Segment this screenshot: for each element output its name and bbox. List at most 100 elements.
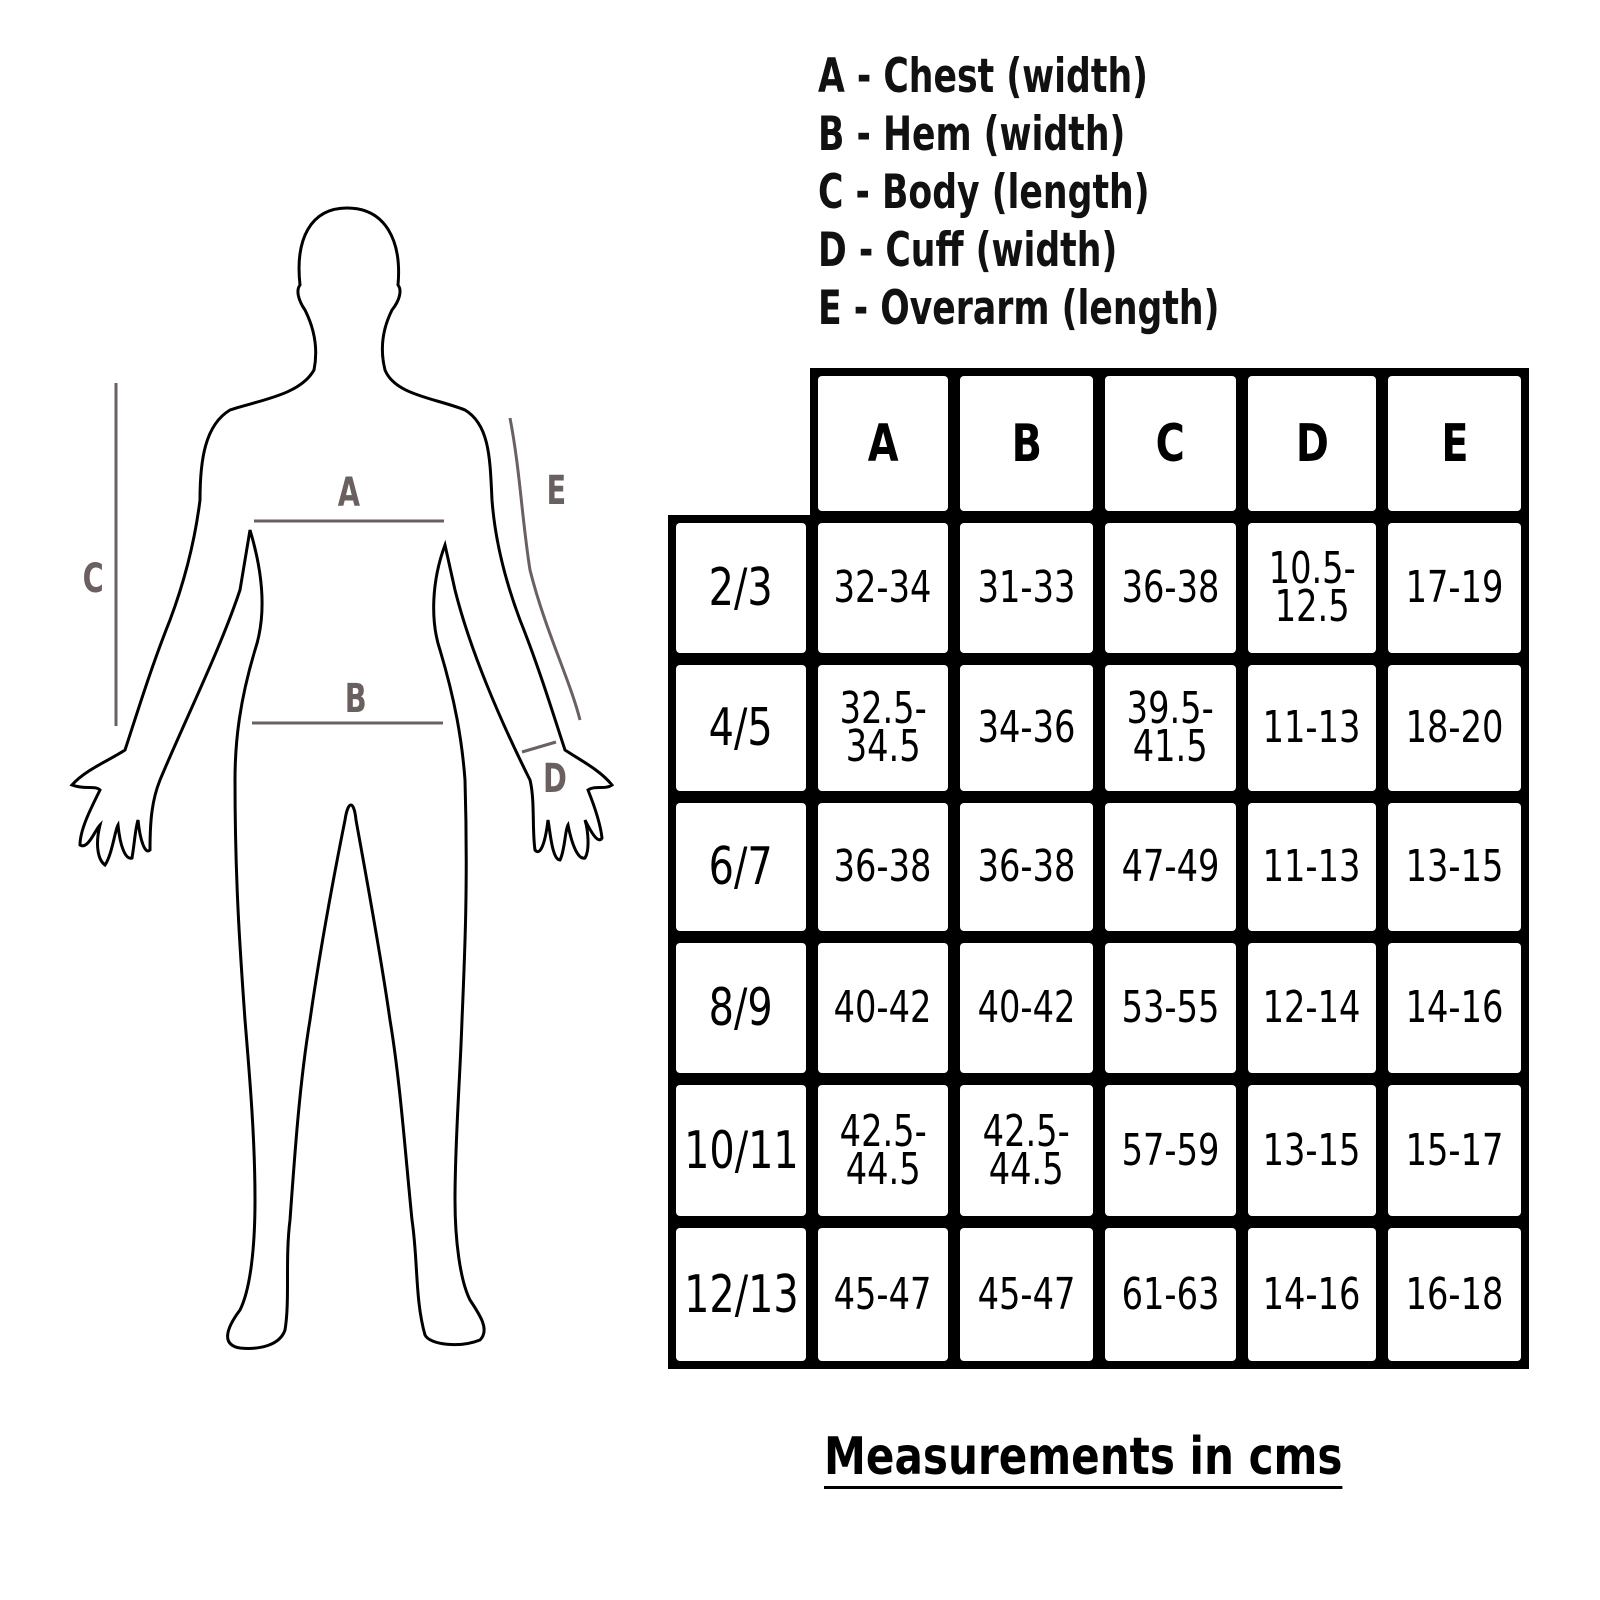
- size-label-text: 12/13: [683, 1264, 799, 1325]
- table-cell: 16-18: [1388, 1228, 1521, 1361]
- label-c: C: [82, 556, 104, 602]
- table-cell: 12-14: [1248, 943, 1376, 1073]
- table-cell: 31-33: [960, 523, 1093, 653]
- cuff-line: [521, 740, 557, 754]
- overarm-line: [508, 417, 582, 721]
- table-cell: 32.5- 34.5: [818, 665, 948, 791]
- table-cell-text: 45-47: [977, 1268, 1076, 1320]
- size-label-text: 8/9: [708, 978, 773, 1038]
- table-cell: 14-16: [1388, 943, 1521, 1073]
- table-cell-text: 13-15: [1263, 1124, 1361, 1176]
- column-header-b-text: B: [1011, 413, 1042, 474]
- table-cell-text: 40-42: [834, 982, 932, 1033]
- table-cell-text: 14-16: [1405, 982, 1504, 1033]
- table-cell: 40-42: [818, 943, 948, 1073]
- table-cell-text: 40-42: [977, 982, 1076, 1033]
- table-cell-text: 17-19: [1405, 562, 1504, 613]
- table-cell-text: 16-18: [1405, 1268, 1504, 1320]
- table-cell: 17-19: [1388, 523, 1521, 653]
- table-cell-text: 36-38: [977, 841, 1076, 892]
- table-cell-text: 61-63: [1121, 1268, 1220, 1320]
- table-cell-text: 13-15: [1405, 841, 1504, 892]
- column-header-a: A: [818, 376, 948, 511]
- size-label: 4/5: [676, 665, 806, 791]
- table-cell: 36-38: [818, 803, 948, 931]
- legend-item-a: A - Chest (width): [818, 49, 1148, 104]
- table-cell-text: 57-59: [1121, 1124, 1220, 1176]
- size-label: 10/11: [676, 1085, 806, 1216]
- label-a: A: [337, 470, 361, 516]
- table-cell: 18-20: [1388, 665, 1521, 791]
- table-cell-text: 12-14: [1263, 982, 1361, 1033]
- table-cell: 57-59: [1105, 1085, 1236, 1216]
- table-cell-text: 15-17: [1405, 1124, 1504, 1176]
- size-label: 2/3: [676, 523, 806, 653]
- body-outline: [69, 206, 615, 1350]
- table-cell-text: 11-13: [1263, 702, 1361, 753]
- table-cell: 10.5- 12.5: [1248, 523, 1376, 653]
- table-cell-text: 53-55: [1121, 982, 1220, 1033]
- table-cell-text: 31-33: [977, 562, 1076, 613]
- table-cell-text: 45-47: [834, 1268, 932, 1320]
- size-label-text: 10/11: [683, 1120, 799, 1181]
- table-cell: 15-17: [1388, 1085, 1521, 1216]
- table-cell-text: 36-38: [834, 841, 932, 892]
- measurement-legend: A - Chest (width) B - Hem (width) C - Bo…: [818, 48, 1308, 338]
- label-b: B: [344, 676, 367, 722]
- column-header-d: D: [1248, 376, 1376, 511]
- legend-item-b: B - Hem (width): [818, 107, 1126, 162]
- table-cell: 39.5- 41.5: [1105, 665, 1236, 791]
- table-cell: 13-15: [1248, 1085, 1376, 1216]
- table-cell: 14-16: [1248, 1228, 1376, 1361]
- size-label: 12/13: [676, 1228, 806, 1361]
- column-header-a-text: A: [867, 413, 899, 474]
- table-cell: 32-34: [818, 523, 948, 653]
- table-cell: 61-63: [1105, 1228, 1236, 1361]
- label-e: E: [546, 468, 567, 514]
- table-cell-text: 39.5- 41.5: [1126, 683, 1215, 772]
- legend-item-c: C - Body (length): [818, 165, 1150, 220]
- size-label-text: 6/7: [708, 837, 773, 897]
- table-cell: 13-15: [1388, 803, 1521, 931]
- legend-item-e: E - Overarm (length): [818, 281, 1220, 336]
- table-cell-text: 18-20: [1405, 702, 1504, 753]
- table-cell-text: 42.5- 44.5: [982, 1105, 1071, 1195]
- size-label: 6/7: [676, 803, 806, 931]
- table-cell: 45-47: [818, 1228, 948, 1361]
- table-cell: 45-47: [960, 1228, 1093, 1361]
- table-cell: 11-13: [1248, 803, 1376, 931]
- label-d: D: [542, 756, 567, 802]
- body-silhouette: [69, 206, 615, 1350]
- measure-lines: [114, 383, 582, 754]
- table-cell: 36-38: [1105, 523, 1236, 653]
- table-cell-text: 42.5- 44.5: [839, 1105, 927, 1195]
- table-cell: 53-55: [1105, 943, 1236, 1073]
- table-cell-text: 14-16: [1263, 1268, 1361, 1320]
- units-note: Measurements in cms: [824, 1427, 1343, 1489]
- table-cell: 34-36: [960, 665, 1093, 791]
- column-header-e: E: [1388, 376, 1521, 511]
- table-cell-text: 10.5- 12.5: [1268, 543, 1356, 632]
- table-cell: 42.5- 44.5: [818, 1085, 948, 1216]
- table-cell: 36-38: [960, 803, 1093, 931]
- table-body-frame: [668, 515, 1529, 1369]
- table-cell-text: 47-49: [1121, 841, 1220, 892]
- column-header-b: B: [960, 376, 1093, 511]
- table-cell-text: 32-34: [834, 562, 932, 613]
- column-header-d-text: D: [1295, 413, 1329, 474]
- table-cell: 11-13: [1248, 665, 1376, 791]
- table-cell-text: 32.5- 34.5: [839, 683, 927, 772]
- column-header-e-text: E: [1440, 413, 1469, 474]
- table-cell-text: 34-36: [977, 702, 1076, 753]
- table-cell-text: 36-38: [1121, 562, 1220, 613]
- legend-item-d: D - Cuff (width): [818, 223, 1118, 278]
- size-label-text: 2/3: [708, 558, 773, 618]
- table-cell: 47-49: [1105, 803, 1236, 931]
- table-cell: 42.5- 44.5: [960, 1085, 1093, 1216]
- size-label: 8/9: [676, 943, 806, 1073]
- column-header-c-text: C: [1155, 413, 1186, 474]
- table-cell-text: 11-13: [1263, 841, 1361, 892]
- column-header-c: C: [1105, 376, 1236, 511]
- size-label-text: 4/5: [708, 698, 773, 758]
- table-cell: 40-42: [960, 943, 1093, 1073]
